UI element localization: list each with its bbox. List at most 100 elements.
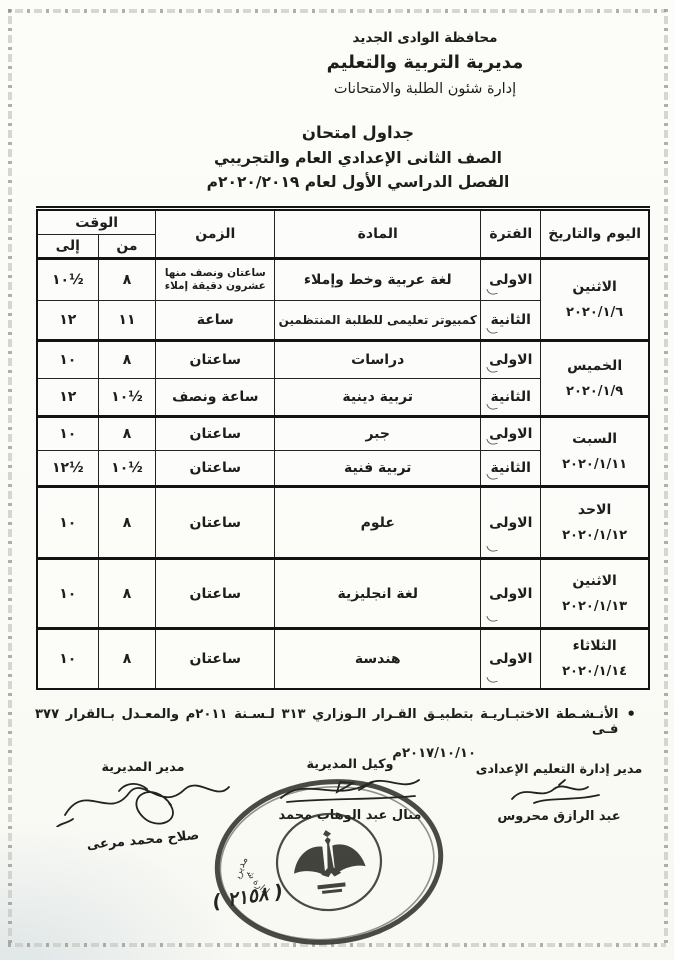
day-name: الخميس [567, 357, 623, 374]
title-line-1: جداول امتحان [301, 123, 415, 142]
decorative-border-right [664, 9, 668, 947]
document-title: جداول امتحان الصف الثانى الإعدادي العام … [152, 123, 564, 191]
period-cell: الاولى [480, 485, 542, 559]
period-cell: الثانية [480, 450, 542, 487]
day-date-cell: الثلاثاء ٢٠٢٠/١/١٤ [540, 627, 650, 689]
exam-schedule-table: اليوم والتاريخ الفترة المادة الزمن الوقت… [36, 206, 650, 690]
eagle-icon [294, 830, 366, 894]
signature-title: وكيل المديرية [306, 757, 394, 772]
to-cell: ١٢ [36, 378, 99, 417]
to-cell: ١٢½ [36, 450, 99, 487]
table-row: الاثنين ٢٠٢٠/١/٦ الاولى لغة عربية وخط وإ… [36, 257, 650, 341]
subject-cell: كمبيوتر تعليمى للطلبة المنتظمين [274, 300, 482, 341]
decorative-border-bottom [8, 943, 666, 947]
duration-cell: ساعتان [155, 557, 276, 629]
from-cell: ٨ [97, 339, 157, 379]
duration-cell: ساعتان [155, 485, 276, 559]
subject-cell: دراسات [274, 339, 482, 379]
day-date-cell: الاثنين ٢٠٢٠/١/٦ [540, 257, 650, 341]
signature-title: مدير إدارة التعليم الإعدادى [475, 762, 643, 777]
duration-cell: ساعتان ونصف منها عشرون دقيقة إملاء [155, 257, 276, 301]
to-cell: ١٠ [36, 415, 99, 451]
official-stamp: مديرية التربية والتعليم بالوادى الجديد إ… [193, 770, 444, 945]
to-cell: ١٠½ [36, 257, 99, 301]
day-date-cell: السبت ٢٠٢٠/١/١١ [540, 415, 650, 487]
day-date-cell: الاثنين ٢٠٢٠/١/١٣ [540, 557, 650, 629]
day-name: السبت [572, 430, 618, 447]
day-date: ٢٠٢٠/١/١١ [562, 456, 628, 472]
table-row: الثانية تربية دينية ساعة ونصف ١٠½ ١٢ [36, 378, 649, 417]
col-header-from: من [97, 234, 157, 260]
day-date-cell: الاحد ٢٠٢٠/١/١٢ [540, 485, 650, 559]
from-cell: ٨ [97, 485, 157, 559]
day-date: ٢٠٢٠/١/١٤ [562, 663, 628, 679]
to-cell: ١٠ [36, 485, 99, 559]
signature-block-right: مدير إدارة التعليم الإعدادى عبد الرازق م… [474, 762, 644, 824]
day-date-cell: الخميس ٢٠٢٠/١/٩ [540, 339, 650, 417]
from-cell: ٨ [97, 257, 157, 301]
letterhead: محافظة الوادى الجديد مديرية التربية والت… [260, 30, 590, 97]
day-name: الثلاثاء [572, 638, 617, 655]
from-cell: ١٠½ [97, 450, 157, 487]
day-date: ٢٠٢٠/١/٩ [566, 383, 624, 399]
to-cell: ١٠ [36, 627, 99, 689]
stamp-top-text: مديرية التربية والتعليم بالوادى الجديد [193, 771, 253, 887]
subject-cell: تربية فنية [274, 450, 482, 487]
to-cell: ١٠ [36, 339, 99, 379]
col-header-subject: المادة [274, 208, 482, 259]
to-cell: ١٢ [36, 300, 99, 341]
col-header-period: الفترة [480, 208, 542, 259]
day-date: ٢٠٢٠/١/١٣ [562, 598, 628, 614]
from-cell: ١٠½ [97, 378, 157, 417]
subject-cell: لغة عربية وخط وإملاء [274, 257, 482, 301]
title-line-2: الصف الثانى الإعدادي العام والتجريبي [214, 149, 502, 167]
governorate-name: محافظة الوادى الجديد [352, 30, 498, 46]
to-cell: ١٠ [36, 557, 99, 629]
title-line-3: الفصل الدراسي الأول لعام ٢٠٢٠/٢٠١٩م [206, 173, 510, 191]
signature-title: مدير المديرية [101, 760, 185, 775]
day-date: ٢٠٢٠/١/١٢ [562, 527, 628, 543]
decorative-border-left [8, 9, 12, 947]
signature-name: عبد الرازق محروس [497, 809, 621, 824]
period-cell: الثانية [480, 378, 542, 417]
subject-cell: هندسة [274, 627, 482, 689]
table-row: الثلاثاء ٢٠٢٠/١/١٤ الاولى هندسة ساعتان ٨… [36, 627, 650, 689]
col-header-day: اليوم والتاريخ [540, 208, 650, 259]
footnote-text: الأنـشـطة الاختبـاريـة بتطبيـق القـرار ا… [34, 707, 619, 737]
bullet-icon: • [626, 705, 636, 723]
decorative-border-top [8, 9, 666, 13]
duration-cell: ساعتان [155, 627, 276, 689]
from-cell: ٨ [97, 627, 157, 689]
signature-block-middle: وكيل المديرية منال عبد الوهاب محمد [260, 757, 440, 823]
period-cell: الاولى [480, 339, 542, 379]
period-cell: الثانية [480, 300, 542, 341]
col-header-duration: الزمن [155, 208, 276, 259]
day-date: ٢٠٢٠/١/٦ [566, 304, 624, 320]
subject-cell: تربية دينية [274, 378, 482, 417]
table-row: الاثنين ٢٠٢٠/١/١٣ الاولى لغة انجليزية سا… [36, 557, 650, 629]
table-row: الثانية تربية فنية ساعتان ١٠½ ١٢½ [36, 450, 649, 487]
administration-name: إدارة شئون الطلبة والامتحانات [333, 81, 517, 97]
day-name: الاثنين [572, 572, 617, 589]
period-cell: الاولى [480, 557, 542, 629]
day-name: الاثنين [572, 278, 617, 295]
signature-block-left: مدير المديرية صلاح محمد مرعى [48, 760, 238, 853]
duration-cell: ساعة [155, 300, 276, 341]
from-cell: ٨ [97, 415, 157, 451]
day-name: الاحد [577, 501, 612, 518]
duration-cell: ساعتان [155, 415, 276, 451]
signature-name: منال عبد الوهاب محمد [278, 808, 422, 823]
footnote: • الأنـشـطة الاختبـاريـة بتطبيـق القـرار… [30, 705, 636, 762]
subject-cell: علوم [274, 485, 482, 559]
table-row: الاحد ٢٠٢٠/١/١٢ الاولى علوم ساعتان ٨ ١٠ [36, 485, 650, 559]
signature-scrawl-icon [511, 779, 600, 804]
period-cell: الاولى [480, 415, 542, 451]
duration-cell: ساعة ونصف [155, 378, 276, 417]
col-header-to: إلى [36, 234, 99, 260]
period-cell: الاولى [480, 627, 542, 689]
signature-scrawl-icon [55, 783, 230, 827]
from-cell: ١١ [97, 300, 157, 341]
footnote-date: ٢٠١٧/١٠/١٠م [392, 746, 476, 761]
table-row: الثانية كمبيوتر تعليمى للطلبة المنتظمين … [36, 300, 649, 341]
